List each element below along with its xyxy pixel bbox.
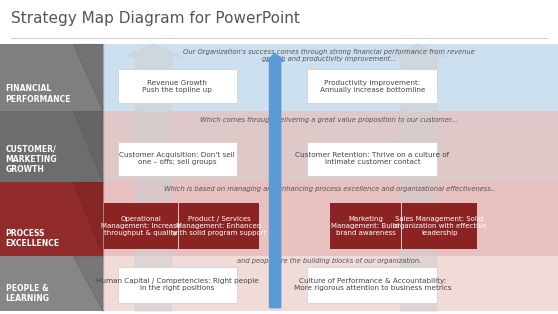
Text: and people are the building blocks of our organization.: and people are the building blocks of ou… <box>237 258 421 264</box>
Text: Product / Services
Management: Enhanced
with solid program support: Product / Services Management: Enhanced … <box>172 216 266 236</box>
Text: Our Organization's success comes through strong financial performance from reven: Our Organization's success comes through… <box>184 49 475 62</box>
FancyBboxPatch shape <box>104 203 178 249</box>
Text: Sales Management: Solid
organization with effective
leadership: Sales Management: Solid organization wit… <box>393 216 486 236</box>
Text: Customer Retention: Thrive on a culture of
intimate customer contact: Customer Retention: Thrive on a culture … <box>295 152 450 165</box>
Text: Human Capital / Competencies: Right people
in the right positions: Human Capital / Competencies: Right peop… <box>96 279 258 291</box>
Bar <box>0 44 103 111</box>
Polygon shape <box>73 182 103 256</box>
FancyBboxPatch shape <box>330 203 401 249</box>
Bar <box>103 182 558 256</box>
FancyBboxPatch shape <box>118 267 237 303</box>
Text: Which comes through delivering a great value proposition to our customer...: Which comes through delivering a great v… <box>200 117 458 123</box>
FancyArrow shape <box>266 53 284 308</box>
Text: Revenue Growth
Push the topline up: Revenue Growth Push the topline up <box>142 80 212 93</box>
Text: Productivity Improvement:
Annually increase bottomline: Productivity Improvement: Annually incre… <box>320 80 425 93</box>
Text: Which is based on managing and enhancing process excellence and organizational e: Which is based on managing and enhancing… <box>163 186 495 192</box>
FancyBboxPatch shape <box>307 142 437 176</box>
Text: CUSTOMER/
MARKETING
GROWTH: CUSTOMER/ MARKETING GROWTH <box>6 144 57 174</box>
FancyBboxPatch shape <box>179 203 259 249</box>
Polygon shape <box>73 111 103 182</box>
FancyBboxPatch shape <box>402 203 477 249</box>
Bar <box>0 182 103 256</box>
Polygon shape <box>73 256 103 311</box>
Text: Strategy Map Diagram for PowerPoint: Strategy Map Diagram for PowerPoint <box>11 11 300 26</box>
Text: PROCESS
EXCELLENCE: PROCESS EXCELLENCE <box>6 229 60 248</box>
FancyBboxPatch shape <box>118 69 237 103</box>
FancyBboxPatch shape <box>307 267 437 303</box>
Text: Marketing
Management: Build
brand awareness: Marketing Management: Build brand awaren… <box>331 216 400 236</box>
FancyBboxPatch shape <box>118 142 237 176</box>
Polygon shape <box>73 44 103 111</box>
Text: PEOPLE &
LEARNING: PEOPLE & LEARNING <box>6 284 50 303</box>
Bar <box>103 111 558 182</box>
FancyBboxPatch shape <box>307 69 437 103</box>
FancyArrow shape <box>391 44 446 311</box>
Bar <box>103 44 558 111</box>
Text: FINANCIAL
PERFORMANCE: FINANCIAL PERFORMANCE <box>6 84 71 104</box>
FancyArrow shape <box>126 44 181 311</box>
Bar <box>0 256 103 311</box>
Text: Operational
Management: Increase
throughput & quality: Operational Management: Increase through… <box>101 216 181 236</box>
Text: Customer Acquisition: Don't sell
one – offs; sell groups: Customer Acquisition: Don't sell one – o… <box>119 152 235 165</box>
Bar <box>0 111 103 182</box>
Bar <box>103 256 558 311</box>
Text: Culture of Performance & Accountability:
More rigorous attention to business met: Culture of Performance & Accountability:… <box>294 279 451 291</box>
